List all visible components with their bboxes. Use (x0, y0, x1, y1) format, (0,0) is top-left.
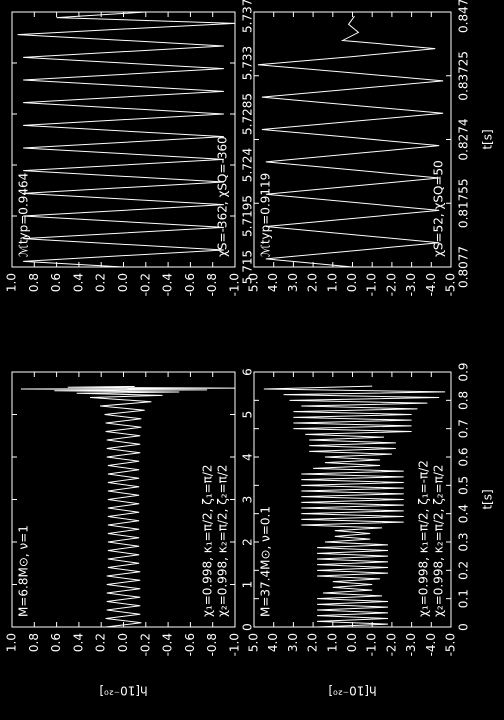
y-tick-label: -3.0 (404, 633, 418, 656)
x-axis-label: t[s] (481, 129, 495, 149)
y-tick-label: 4.0 (266, 273, 280, 292)
annotation: M=6.8M⊙, ν=1 (17, 525, 31, 617)
x-tick-label: 0.5 (457, 476, 471, 495)
x-tick-label: 5.733 (241, 46, 255, 80)
y-tick-label: 5.0 (247, 633, 261, 652)
y-tick-label: 0.2 (94, 273, 108, 292)
y-tick-label: -1.0 (228, 273, 242, 296)
x-tick-label: 2 (241, 538, 255, 546)
x-tick-label: 0.4 (457, 504, 471, 523)
y-tick-label: 5.0 (247, 273, 261, 292)
x-tick-label: 5.7195 (241, 195, 255, 237)
annotation: χ₂=0.998, κ₂=π/2, ζ₂=π/2 (432, 464, 446, 617)
y-tick-label: 0.0 (345, 273, 359, 292)
y-tick-label: 3.0 (286, 273, 300, 292)
x-tick-label: 6 (241, 368, 255, 376)
y-tick-label: -5.0 (444, 273, 458, 296)
y-tick-label: 2.0 (306, 273, 320, 292)
y-tick-label: -0.4 (161, 273, 175, 296)
y-tick-label: 0.2 (94, 633, 108, 652)
y-tick-label: -0.6 (183, 273, 197, 296)
y-tick-label: 1.0 (5, 273, 19, 292)
panel: 1.0 0.8 0.6 0.4 0.2 0.0 -0.2 -0.4 -0.6 -0.8 -1.05.… (5, 0, 255, 296)
y-tick-label: -0.2 (138, 633, 152, 656)
y-tick-label: 0.8 (27, 633, 41, 652)
y-tick-label: 0.0 (116, 633, 130, 652)
x-tick-label: 5.715 (241, 250, 255, 284)
annotation: χ₂=0.998, κ₂=π/2, ζ₂=π/2 (216, 464, 230, 617)
panel: 5.0 4.0 3.0 2.0 1.0 0.0 -1.0 -2.0 -3.0 -4.0 -5.0 0.… (247, 0, 495, 296)
y-tick-label: 1.0 (325, 633, 339, 652)
y-tick-label: -2.0 (384, 633, 398, 656)
y-tick-label: -0.8 (205, 273, 219, 296)
x-tick-label: 0.2 (457, 561, 471, 580)
x-tick-label: 0 (457, 623, 471, 631)
y-tick-label: 1.0 (5, 633, 19, 652)
x-tick-label: 0.1 (457, 589, 471, 608)
y-tick-label: -1.0 (365, 273, 379, 296)
y-tick-label: -3.0 (404, 273, 418, 296)
annotation: ℳtyp=0.9464 (17, 173, 31, 257)
y-tick-label: -2.0 (384, 273, 398, 296)
y-tick-label: -0.6 (183, 633, 197, 656)
y-tick-label: 4.0 (266, 633, 280, 652)
y-tick-label: -1.0 (365, 633, 379, 656)
waveform-line (20, 385, 236, 628)
y-tick-label: -1.0 (228, 633, 242, 656)
y-tick-label: 1.0 (325, 273, 339, 292)
waveform-line (257, 15, 444, 268)
x-tick-label: 0.83725 (457, 51, 471, 101)
x-tick-label: 0.81755 (457, 178, 471, 228)
y-tick-label: -0.8 (205, 633, 219, 656)
x-tick-label: 0.8 (457, 391, 471, 410)
x-tick-label: 5.7375 (241, 0, 255, 33)
x-tick-label: 5.7285 (241, 93, 255, 135)
y-axis-label: h[10⁻²⁰] (328, 684, 376, 698)
y-tick-label: 0.8 (27, 273, 41, 292)
y-tick-label: 0.6 (49, 273, 63, 292)
y-tick-label: 3.0 (286, 633, 300, 652)
y-tick-label: -4.0 (424, 273, 438, 296)
y-tick-label: -0.2 (138, 273, 152, 296)
x-tick-label: 0.9 (457, 362, 471, 381)
x-tick-label: 1 (241, 581, 255, 589)
x-tick-label: 0 (241, 623, 255, 631)
rotated-figure: 1.0 0.8 0.6 0.4 0.2 0.0 -0.2 -0.4 -0.6 -0.8 -1.0 0 1… (5, 0, 495, 698)
x-tick-label: 0.8471 (457, 0, 471, 33)
y-tick-label: 0.4 (71, 273, 85, 292)
panel: 5.0 4.0 3.0 2.0 1.0 0.0 -1.0 -2.0 -3.0 -4.0 -5.0 0 0… (247, 362, 495, 697)
x-tick-label: 0.8274 (457, 119, 471, 161)
x-tick-label: 0.6 (457, 447, 471, 466)
y-tick-label: -4.0 (424, 633, 438, 656)
x-tick-label: 3 (241, 496, 255, 504)
y-tick-label: 0.6 (49, 633, 63, 652)
annotation: χS=52, χSQ=50 (432, 160, 446, 257)
x-tick-label: 0.8077 (457, 246, 471, 288)
x-tick-label: 5.724 (241, 148, 255, 182)
x-tick-label: 5 (241, 411, 255, 419)
annotation: χS=-362, χSQ=-360 (216, 136, 230, 257)
annotation: χ₁=0.998, κ₁=π/2, ζ₁=-π/2 (417, 460, 431, 617)
annotation: M=37.4M⊙, ν=0.1 (259, 506, 273, 617)
waveform-line (263, 385, 446, 628)
waveform-line (17, 11, 236, 268)
annotation: ℳtyp=0.9119 (259, 173, 273, 257)
x-tick-label: 0.3 (457, 532, 471, 551)
y-tick-label: 0.0 (116, 273, 130, 292)
panel: 1.0 0.8 0.6 0.4 0.2 0.0 -0.2 -0.4 -0.6 -0.8 -1.0 0 1… (5, 368, 255, 697)
y-axis-label: h[10⁻²⁰] (99, 684, 147, 698)
y-tick-label: 0.0 (345, 633, 359, 652)
x-axis-label: t[s] (481, 489, 495, 509)
annotation: χ₁=0.998, κ₁=π/2, ζ₁=π/2 (201, 464, 215, 617)
y-tick-label: -0.4 (161, 633, 175, 656)
y-tick-label: -5.0 (444, 633, 458, 656)
y-tick-label: 2.0 (306, 633, 320, 652)
x-tick-label: 0.7 (457, 419, 471, 438)
y-tick-label: 0.4 (71, 633, 85, 652)
x-tick-label: 4 (241, 453, 255, 461)
